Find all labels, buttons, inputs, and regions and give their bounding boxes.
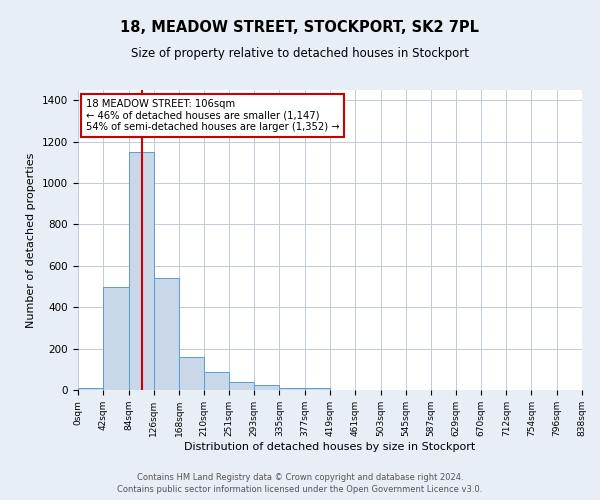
Text: Contains public sector information licensed under the Open Government Licence v3: Contains public sector information licen…: [118, 485, 482, 494]
Bar: [103, 286, 128, 390]
Bar: [254, 386, 280, 390]
Text: 18, MEADOW STREET, STOCKPORT, SK2 7PL: 18, MEADOW STREET, STOCKPORT, SK2 7PL: [121, 20, 479, 35]
Bar: [78, 388, 103, 390]
X-axis label: Distribution of detached houses by size in Stockport: Distribution of detached houses by size …: [184, 442, 476, 452]
Text: Size of property relative to detached houses in Stockport: Size of property relative to detached ho…: [131, 48, 469, 60]
Text: 18 MEADOW STREET: 106sqm
← 46% of detached houses are smaller (1,147)
54% of sem: 18 MEADOW STREET: 106sqm ← 46% of detach…: [86, 99, 339, 132]
Bar: [154, 278, 179, 390]
Bar: [128, 152, 154, 390]
Bar: [280, 388, 305, 390]
Bar: [305, 388, 330, 390]
Bar: [179, 357, 205, 390]
Bar: [205, 372, 229, 390]
Y-axis label: Number of detached properties: Number of detached properties: [26, 152, 37, 328]
Bar: [229, 382, 254, 390]
Text: Contains HM Land Registry data © Crown copyright and database right 2024.: Contains HM Land Registry data © Crown c…: [137, 472, 463, 482]
